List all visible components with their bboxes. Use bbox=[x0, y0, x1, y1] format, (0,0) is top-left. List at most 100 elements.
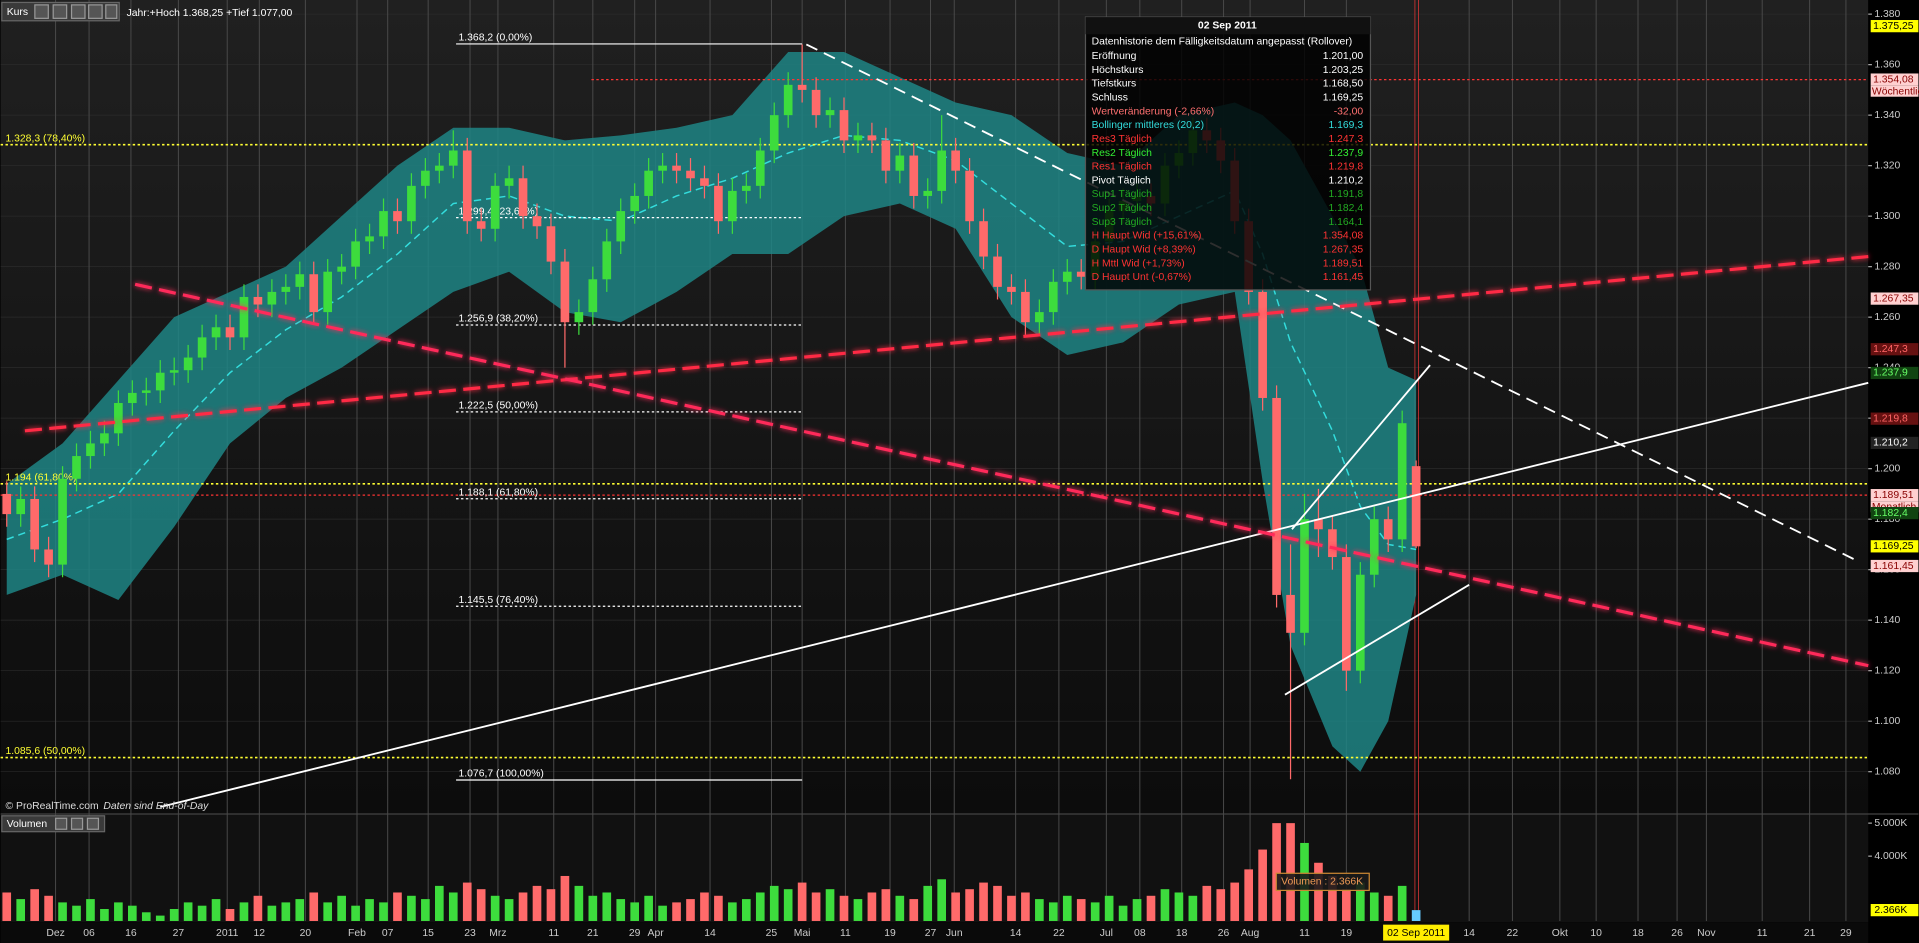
tooltip-row-label: Höchstkurs bbox=[1092, 65, 1144, 76]
tool-icon[interactable] bbox=[70, 817, 84, 830]
tool-icon[interactable] bbox=[70, 4, 86, 19]
candle-body bbox=[421, 170, 430, 186]
candle-body bbox=[602, 241, 612, 280]
price-marker bbox=[1870, 73, 1919, 86]
price-marker-note-box bbox=[1870, 85, 1919, 97]
volume-tooltip: Volumen : 2.366K bbox=[1281, 877, 1363, 888]
candle-body bbox=[1369, 519, 1379, 575]
price-marker-note-box bbox=[1870, 501, 1919, 513]
tooltip-row-label: Wertveränderung (-2,66%) bbox=[1092, 106, 1215, 117]
candle-body bbox=[351, 241, 360, 267]
volume-bar bbox=[379, 902, 388, 921]
volume-bar bbox=[434, 885, 444, 921]
volume-bar bbox=[86, 899, 95, 921]
tooltip-row-label: H Mttl Wid (+1,73%) bbox=[1092, 258, 1185, 269]
trend-line bbox=[134, 282, 1869, 668]
y-tick-label: 1.380 bbox=[1874, 9, 1900, 20]
price-marker bbox=[1870, 436, 1919, 450]
volume-bar bbox=[309, 892, 319, 921]
candle-body bbox=[867, 135, 877, 141]
price-marker bbox=[1870, 292, 1919, 305]
x-tick-label: 2011 bbox=[216, 928, 239, 939]
volume-bar bbox=[923, 885, 933, 921]
candle-body bbox=[755, 150, 765, 186]
candle-body bbox=[393, 211, 402, 222]
watermark-note: Daten sind End-of-Day bbox=[103, 801, 209, 812]
candle-body bbox=[1355, 574, 1365, 671]
volume-bar bbox=[741, 899, 751, 921]
volume-bar bbox=[951, 892, 960, 921]
x-tick-label: 22 bbox=[1053, 928, 1065, 939]
volume-bar bbox=[686, 899, 695, 921]
volume-bar bbox=[1076, 899, 1086, 921]
volume-bar bbox=[295, 899, 305, 921]
trend-line bbox=[160, 381, 1869, 808]
volume-marker-label: 2.366K bbox=[1874, 905, 1907, 916]
volume-bar bbox=[58, 902, 67, 921]
candle-body bbox=[1062, 271, 1072, 282]
tooltip-row-value: 1.219,8 bbox=[1328, 162, 1363, 173]
x-tick-label: 10 bbox=[1590, 928, 1602, 939]
price-marker-label: 1.247,3 bbox=[1873, 344, 1908, 355]
price-marker-label: 1.267,35 bbox=[1873, 293, 1914, 304]
fib-label: 1.188,1 (61,80%) bbox=[459, 487, 539, 498]
candle-body bbox=[448, 150, 458, 166]
level-label: 1.085,6 (50,00%) bbox=[5, 746, 85, 757]
x-tick-label: 07 bbox=[382, 928, 394, 939]
volume-bar bbox=[225, 908, 235, 921]
candle-body bbox=[86, 443, 95, 457]
candle-body bbox=[337, 266, 346, 272]
candle-body bbox=[225, 327, 235, 338]
candle-body bbox=[141, 390, 151, 393]
x-tick-label: 21 bbox=[587, 928, 599, 939]
candle-body bbox=[672, 165, 681, 171]
tool-icon[interactable] bbox=[105, 4, 118, 19]
candle-body bbox=[1258, 291, 1267, 398]
x-tick-label: 23 bbox=[464, 928, 476, 939]
tool-icon[interactable] bbox=[52, 4, 68, 19]
trend-line bbox=[1291, 364, 1431, 530]
x-tick-label: 20 bbox=[300, 928, 312, 939]
x-tick-label: 26 bbox=[1218, 928, 1230, 939]
tool-icon[interactable] bbox=[55, 817, 68, 830]
candle-body bbox=[923, 190, 933, 196]
candle-body bbox=[616, 211, 626, 242]
volume-bar bbox=[1286, 823, 1295, 921]
candle-body bbox=[183, 357, 193, 371]
price-marker bbox=[1870, 366, 1919, 380]
candle-body bbox=[825, 110, 835, 116]
volume-bar bbox=[839, 895, 849, 921]
x-tick-label: 16 bbox=[125, 928, 137, 939]
volume-bar bbox=[881, 889, 891, 921]
volume-bar bbox=[1397, 885, 1407, 921]
tool-icon[interactable] bbox=[88, 4, 103, 19]
fib-label: 1.256,9 (38,20%) bbox=[459, 314, 539, 325]
tooltip-row-value: 1.164,1 bbox=[1328, 217, 1363, 228]
tooltip-subtitle: Datenhistorie dem Fälligkeitsdatum angep… bbox=[1092, 36, 1353, 47]
x-tick-label: 25 bbox=[766, 928, 778, 939]
tool-icon[interactable] bbox=[86, 817, 100, 830]
fib-label: 1.145,5 (76,40%) bbox=[459, 595, 539, 606]
x-tick-label: Jul bbox=[1100, 928, 1113, 939]
level-label: 1.194 (61,80%) bbox=[5, 472, 76, 483]
volume-bar bbox=[351, 905, 360, 921]
candle-body bbox=[1286, 594, 1295, 633]
volume-bar bbox=[1021, 892, 1030, 921]
y-tick-label: 1.080 bbox=[1874, 766, 1900, 777]
tooltip-row-value: 1.169,25 bbox=[1323, 92, 1364, 103]
candle-body bbox=[853, 135, 863, 141]
tooltip-row-label: Res1 Täglich bbox=[1092, 162, 1153, 173]
price-marker bbox=[1870, 540, 1919, 553]
candle-body bbox=[114, 403, 123, 434]
volume-panel bbox=[0, 814, 1869, 923]
volume-bar bbox=[602, 892, 612, 921]
volume-bar bbox=[630, 902, 640, 921]
x-tick-label: 11 bbox=[840, 928, 851, 939]
x-tick-label: 06 bbox=[83, 928, 95, 939]
volume-bar bbox=[128, 905, 137, 921]
tooltip-row-label: H Haupt Wid (+15,61%) bbox=[1092, 231, 1202, 242]
volume-bar bbox=[462, 882, 472, 921]
candle-body bbox=[588, 279, 598, 313]
volume-marker-box bbox=[1870, 904, 1919, 917]
tool-icon[interactable] bbox=[34, 4, 49, 19]
